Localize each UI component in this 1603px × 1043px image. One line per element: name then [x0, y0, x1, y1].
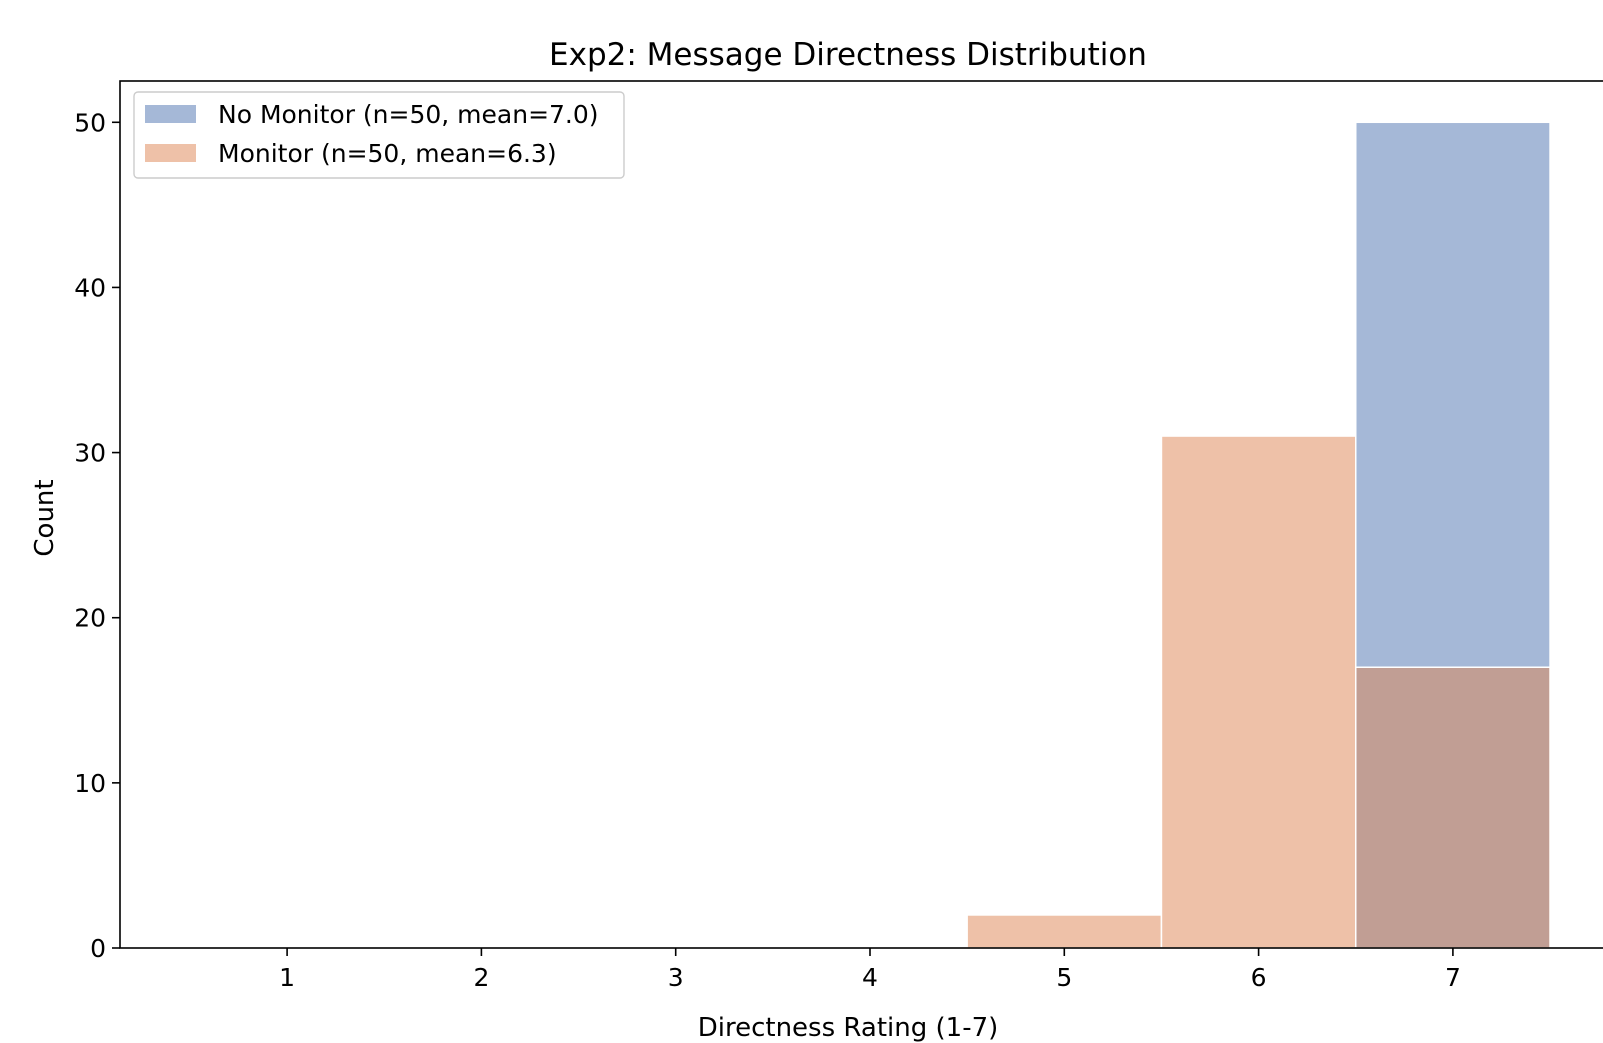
x-tick-label: 2: [473, 963, 489, 992]
bar-series-1-rating-6: [1160, 435, 1357, 949]
x-tick-label: 6: [1251, 963, 1267, 992]
y-tick-label: 20: [74, 604, 106, 633]
y-tick-label: 0: [90, 934, 106, 963]
bar-series-1-rating-7: [1355, 666, 1551, 949]
y-tick-label: 50: [74, 108, 106, 137]
x-axis-ticks: 1 2 3 4 5 6 7: [279, 948, 1461, 992]
x-axis-label: Directness Rating (1-7): [698, 1013, 999, 1043]
x-tick-label: 1: [279, 963, 295, 992]
x-tick-label: 7: [1445, 963, 1461, 992]
legend-swatch-monitor: [145, 144, 196, 162]
legend-label-no-monitor: No Monitor (n=50, mean=7.0): [218, 100, 599, 129]
x-tick-label: 4: [862, 963, 878, 992]
legend-label-monitor: Monitor (n=50, mean=6.3): [218, 139, 557, 168]
bars-layer: [966, 121, 1551, 949]
y-tick-label: 10: [74, 769, 106, 798]
chart-title: Exp2: Message Directness Distribution: [549, 37, 1147, 73]
y-axis-label: Count: [30, 479, 60, 556]
legend-box: [133, 91, 625, 179]
bar-series-1-rating-5: [966, 914, 1163, 949]
legend-swatch-no-monitor: [145, 105, 196, 123]
y-tick-label: 30: [74, 439, 106, 468]
legend: No Monitor (n=50, mean=7.0) Monitor (n=5…: [133, 91, 625, 179]
x-tick-label: 3: [668, 963, 684, 992]
y-tick-label: 40: [74, 273, 106, 302]
y-axis-ticks: 0 10 20 30 40 50: [74, 108, 120, 963]
x-tick-label: 5: [1056, 963, 1072, 992]
